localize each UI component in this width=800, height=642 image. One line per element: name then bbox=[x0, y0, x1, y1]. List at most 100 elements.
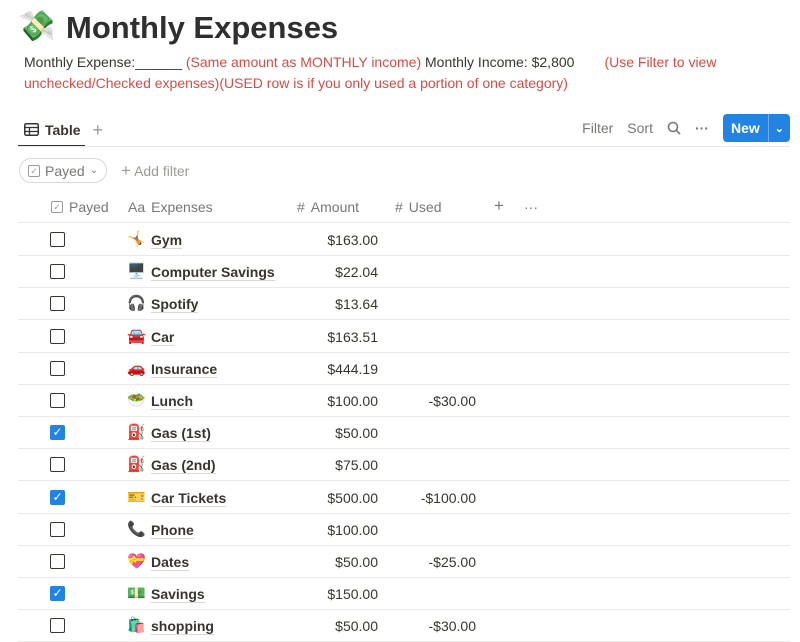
table-row[interactable]: ⛽ Gas (2nd) $75.00 bbox=[18, 449, 790, 482]
column-label: Amount bbox=[310, 199, 360, 215]
table-row[interactable]: 💝 Dates $50.00 -$25.00 bbox=[18, 546, 790, 578]
used-cell[interactable]: -$30.00 bbox=[428, 618, 476, 635]
desc-note: (Same amount as MONTHLY income) bbox=[185, 54, 422, 70]
amount-cell[interactable]: $13.64 bbox=[335, 296, 378, 313]
filter-chip-payed[interactable]: ✓ Payed ⌄ bbox=[19, 158, 108, 183]
expense-name[interactable]: Savings bbox=[151, 586, 205, 604]
payed-checkbox[interactable] bbox=[50, 521, 65, 537]
tab-table[interactable]: Table bbox=[18, 114, 85, 147]
column-label: Payed bbox=[69, 199, 109, 215]
expense-name[interactable]: Lunch bbox=[151, 393, 193, 410]
payed-checkbox[interactable] bbox=[50, 457, 65, 473]
add-column-icon[interactable]: + bbox=[494, 196, 504, 215]
column-payed[interactable]: ✓ Payed bbox=[51, 199, 109, 215]
used-cell[interactable]: -$30.00 bbox=[428, 393, 476, 409]
payed-checkbox[interactable]: ✓ bbox=[50, 586, 65, 602]
amount-cell[interactable]: $75.00 bbox=[335, 457, 378, 474]
view-tabs: Table + bbox=[18, 114, 103, 147]
payed-checkbox[interactable] bbox=[50, 264, 65, 280]
text-property-icon: Aa bbox=[128, 199, 146, 215]
amount-cell[interactable]: $50.00 bbox=[335, 554, 378, 570]
amount-cell[interactable]: $22.04 bbox=[335, 264, 378, 281]
page-title: Monthly Expenses bbox=[66, 10, 339, 45]
amount-cell[interactable]: $163.51 bbox=[327, 328, 378, 345]
filter-chip-label: Payed bbox=[45, 162, 85, 179]
add-filter-button[interactable]: + Add filter bbox=[121, 161, 189, 181]
new-button[interactable]: New ⌄ bbox=[722, 114, 790, 142]
expense-name[interactable]: Gas (2nd) bbox=[151, 457, 216, 475]
checkbox-property-icon: ✓ bbox=[28, 164, 40, 177]
search-icon[interactable] bbox=[667, 121, 681, 135]
payed-checkbox[interactable] bbox=[50, 618, 65, 634]
table-row[interactable]: ✓ ⛽ Gas (1st) $50.00 bbox=[18, 417, 790, 450]
amount-cell[interactable]: $500.00 bbox=[327, 489, 378, 506]
table-row[interactable]: 🚗 Insurance $444.19 bbox=[18, 353, 790, 385]
filter-button[interactable]: Filter bbox=[582, 120, 614, 136]
new-label[interactable]: New bbox=[730, 120, 760, 136]
amount-cell[interactable]: $100.00 bbox=[327, 521, 378, 538]
payed-checkbox[interactable]: ✓ bbox=[50, 425, 65, 441]
chevron-down-icon[interactable]: ⌄ bbox=[767, 114, 790, 142]
payed-checkbox[interactable] bbox=[50, 296, 65, 312]
row-icon: 🎧 bbox=[127, 295, 146, 313]
used-cell[interactable]: -$100.00 bbox=[420, 489, 476, 506]
expense-name[interactable]: shopping bbox=[151, 618, 214, 636]
payed-checkbox[interactable] bbox=[50, 232, 65, 247]
expense-name[interactable]: Phone bbox=[151, 521, 194, 539]
expense-name[interactable]: Gym bbox=[151, 232, 183, 249]
column-expenses[interactable]: Aa Expenses bbox=[128, 199, 213, 215]
payed-checkbox[interactable]: ✓ bbox=[50, 489, 65, 505]
used-cell[interactable]: -$25.00 bbox=[428, 554, 476, 570]
number-property-icon: # bbox=[395, 199, 403, 215]
expense-name[interactable]: Car Tickets bbox=[151, 489, 227, 507]
number-property-icon: # bbox=[297, 199, 305, 215]
table-row[interactable]: 🎧 Spotify $13.64 bbox=[18, 288, 790, 321]
expense-name[interactable]: Dates bbox=[151, 554, 190, 571]
payed-checkbox[interactable] bbox=[50, 393, 65, 408]
amount-cell[interactable]: $150.00 bbox=[327, 586, 378, 603]
expense-name[interactable]: Computer Savings bbox=[151, 264, 275, 282]
amount-cell[interactable]: $100.00 bbox=[327, 393, 378, 409]
table-row[interactable]: 🖥️ Computer Savings $22.04 bbox=[18, 256, 790, 289]
table-row[interactable]: ✓ 💵 Savings $150.00 bbox=[18, 578, 790, 611]
amount-cell[interactable]: $444.19 bbox=[327, 360, 378, 377]
add-filter-label: Add filter bbox=[134, 163, 190, 179]
plus-icon: + bbox=[121, 161, 131, 180]
table-row[interactable]: 🥗 Lunch $100.00 -$30.00 bbox=[18, 385, 790, 417]
page-icon[interactable]: 💸 bbox=[18, 10, 56, 43]
toolbar: Filter Sort ··· New ⌄ bbox=[582, 114, 790, 142]
row-icon: 🚘 bbox=[127, 327, 146, 345]
table-row[interactable]: 🚘 Car $163.51 bbox=[18, 321, 790, 353]
page-description: Monthly Expense:______ (Same amount as M… bbox=[24, 52, 764, 94]
chevron-down-icon: ⌄ bbox=[89, 165, 99, 176]
table-row[interactable]: 📞 Phone $100.00 bbox=[18, 514, 790, 546]
amount-cell[interactable]: $50.00 bbox=[335, 618, 378, 635]
expense-name[interactable]: Spotify bbox=[151, 296, 199, 314]
row-icon: 💝 bbox=[127, 553, 146, 570]
amount-cell[interactable]: $50.00 bbox=[335, 425, 378, 442]
sort-button[interactable]: Sort bbox=[627, 120, 653, 136]
table-icon bbox=[24, 123, 39, 136]
desc-text: Monthly Expense:______ bbox=[24, 54, 186, 70]
more-icon[interactable]: ··· bbox=[694, 120, 709, 136]
row-icon: 🖥️ bbox=[127, 263, 146, 281]
checkbox-property-icon: ✓ bbox=[51, 201, 63, 213]
payed-checkbox[interactable] bbox=[50, 360, 65, 376]
row-icon: 🛍️ bbox=[127, 617, 146, 635]
desc-note-2: (Use Filter to view unchecked/Checked ex… bbox=[24, 54, 717, 91]
expense-name[interactable]: Car bbox=[151, 328, 175, 346]
payed-checkbox[interactable] bbox=[50, 554, 65, 569]
expense-name[interactable]: Gas (1st) bbox=[151, 425, 211, 443]
column-used[interactable]: # Used bbox=[395, 199, 441, 215]
more-icon[interactable]: ··· bbox=[524, 199, 538, 215]
payed-checkbox[interactable] bbox=[50, 328, 65, 344]
column-label: Expenses bbox=[151, 199, 213, 215]
expense-name[interactable]: Insurance bbox=[151, 360, 218, 378]
row-icon: ⛽ bbox=[127, 456, 146, 474]
add-view-icon[interactable]: + bbox=[92, 120, 104, 140]
table-row[interactable]: ✓ 🎫 Car Tickets $500.00 -$100.00 bbox=[18, 482, 790, 514]
table-row[interactable]: 🛍️ shopping $50.00 -$30.00 bbox=[18, 610, 790, 642]
table-row[interactable]: 🤸 Gym $163.00 bbox=[18, 224, 790, 256]
column-amount[interactable]: # Amount bbox=[297, 199, 359, 215]
amount-cell[interactable]: $163.00 bbox=[327, 232, 378, 248]
